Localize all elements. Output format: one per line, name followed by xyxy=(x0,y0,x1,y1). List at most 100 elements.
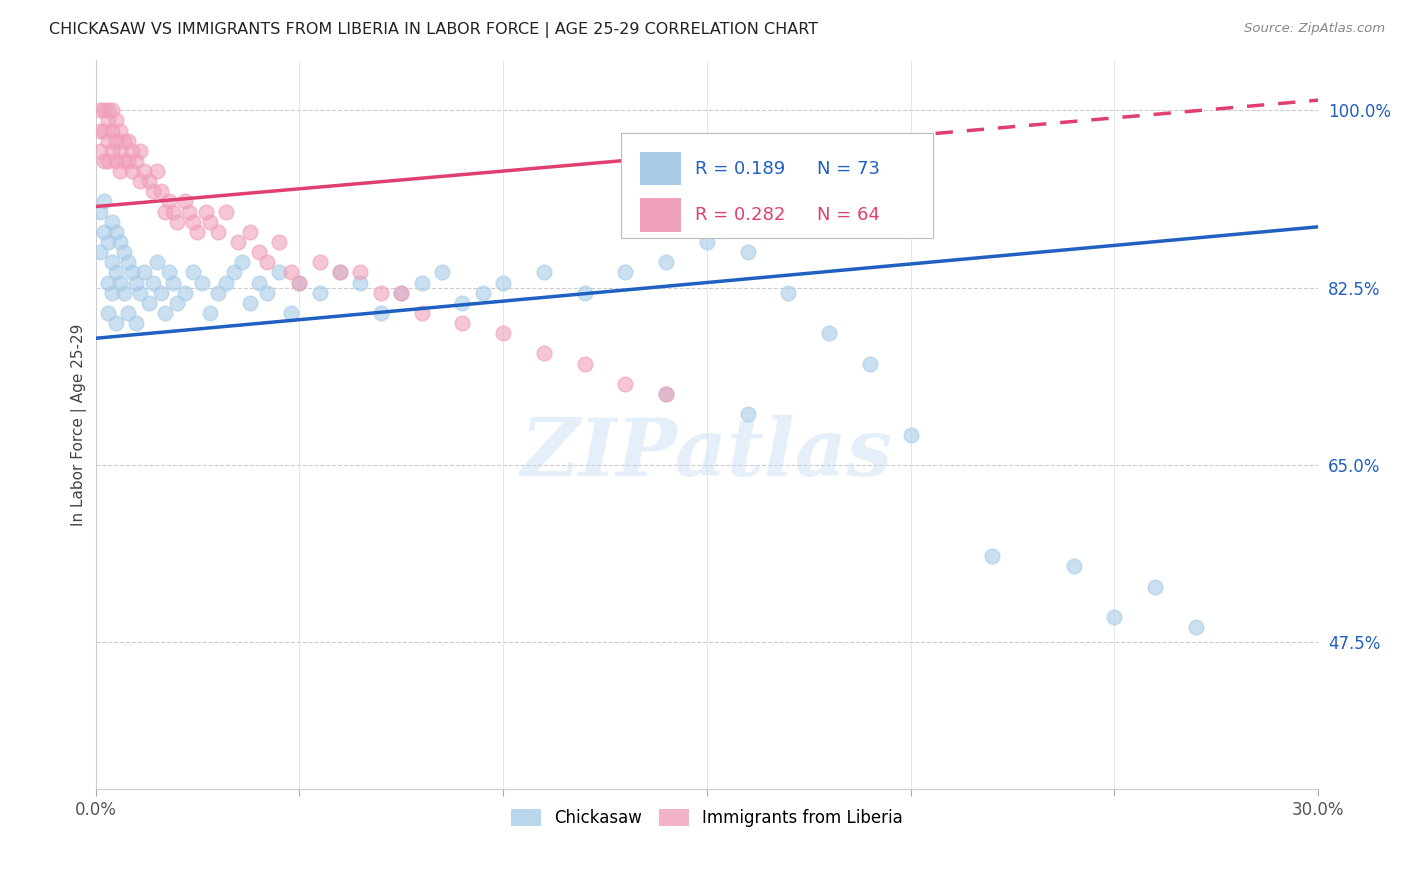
Point xyxy=(97,306,120,320)
Point xyxy=(93,123,115,137)
Point xyxy=(207,225,229,239)
Point xyxy=(267,265,290,279)
FancyBboxPatch shape xyxy=(621,133,934,238)
Point xyxy=(97,153,120,168)
Point xyxy=(1144,580,1167,594)
Point xyxy=(129,285,152,300)
Point xyxy=(533,265,555,279)
Point xyxy=(108,235,131,249)
FancyBboxPatch shape xyxy=(640,152,682,186)
Point xyxy=(329,265,352,279)
Point xyxy=(186,225,208,239)
Point xyxy=(112,153,135,168)
Point xyxy=(104,265,127,279)
Point xyxy=(97,103,120,118)
Point xyxy=(655,255,678,269)
Point xyxy=(97,134,120,148)
Point xyxy=(533,346,555,360)
Point xyxy=(1063,559,1085,574)
Point xyxy=(574,357,596,371)
Point xyxy=(256,285,278,300)
Point xyxy=(492,326,515,341)
Point xyxy=(142,185,165,199)
Point xyxy=(104,134,127,148)
Point xyxy=(93,194,115,209)
Point xyxy=(108,123,131,137)
Point xyxy=(157,265,180,279)
Point xyxy=(614,265,637,279)
Point xyxy=(117,255,139,269)
Point xyxy=(1104,610,1126,624)
Point xyxy=(125,153,148,168)
Point xyxy=(117,153,139,168)
Point xyxy=(215,276,238,290)
Point xyxy=(174,285,197,300)
Point xyxy=(226,235,249,249)
FancyBboxPatch shape xyxy=(640,198,682,232)
Point xyxy=(349,265,371,279)
Point xyxy=(138,174,160,188)
Point xyxy=(215,204,238,219)
Point xyxy=(104,316,127,330)
Point xyxy=(190,276,212,290)
Point xyxy=(145,164,167,178)
Point xyxy=(900,427,922,442)
Point xyxy=(117,134,139,148)
Point xyxy=(89,123,111,137)
Point xyxy=(183,265,205,279)
Point xyxy=(411,276,433,290)
Point xyxy=(655,387,678,401)
Point xyxy=(256,255,278,269)
Point xyxy=(97,113,120,128)
Point xyxy=(737,407,759,421)
Point xyxy=(280,306,302,320)
Point xyxy=(389,285,412,300)
Point xyxy=(349,276,371,290)
Point xyxy=(471,285,494,300)
Text: N = 73: N = 73 xyxy=(817,160,880,178)
Point xyxy=(97,276,120,290)
Point xyxy=(166,215,188,229)
Point xyxy=(247,245,270,260)
Point xyxy=(101,144,124,158)
Point xyxy=(267,235,290,249)
Point xyxy=(166,295,188,310)
Point xyxy=(134,265,156,279)
Point xyxy=(288,276,311,290)
Point xyxy=(108,276,131,290)
Point xyxy=(207,285,229,300)
Point xyxy=(411,306,433,320)
Point xyxy=(288,276,311,290)
Point xyxy=(655,387,678,401)
Point xyxy=(280,265,302,279)
Point xyxy=(574,285,596,300)
Point xyxy=(108,144,131,158)
Point xyxy=(696,235,718,249)
Point xyxy=(125,316,148,330)
Point xyxy=(239,225,262,239)
Point xyxy=(224,265,246,279)
Point xyxy=(149,185,172,199)
Point xyxy=(129,144,152,158)
Point xyxy=(89,204,111,219)
Point xyxy=(198,215,221,229)
Point xyxy=(153,306,176,320)
Point xyxy=(93,153,115,168)
Point xyxy=(89,103,111,118)
Text: Source: ZipAtlas.com: Source: ZipAtlas.com xyxy=(1244,22,1385,36)
Point xyxy=(101,285,124,300)
Point xyxy=(308,255,330,269)
Point xyxy=(370,285,392,300)
Point xyxy=(121,265,143,279)
Point xyxy=(101,123,124,137)
Point xyxy=(981,549,1004,563)
Point xyxy=(162,204,184,219)
Point xyxy=(231,255,253,269)
Point xyxy=(121,144,143,158)
Point xyxy=(198,306,221,320)
Point xyxy=(108,164,131,178)
Text: R = 0.282: R = 0.282 xyxy=(695,206,785,224)
Point xyxy=(112,285,135,300)
Point xyxy=(183,215,205,229)
Point xyxy=(93,225,115,239)
